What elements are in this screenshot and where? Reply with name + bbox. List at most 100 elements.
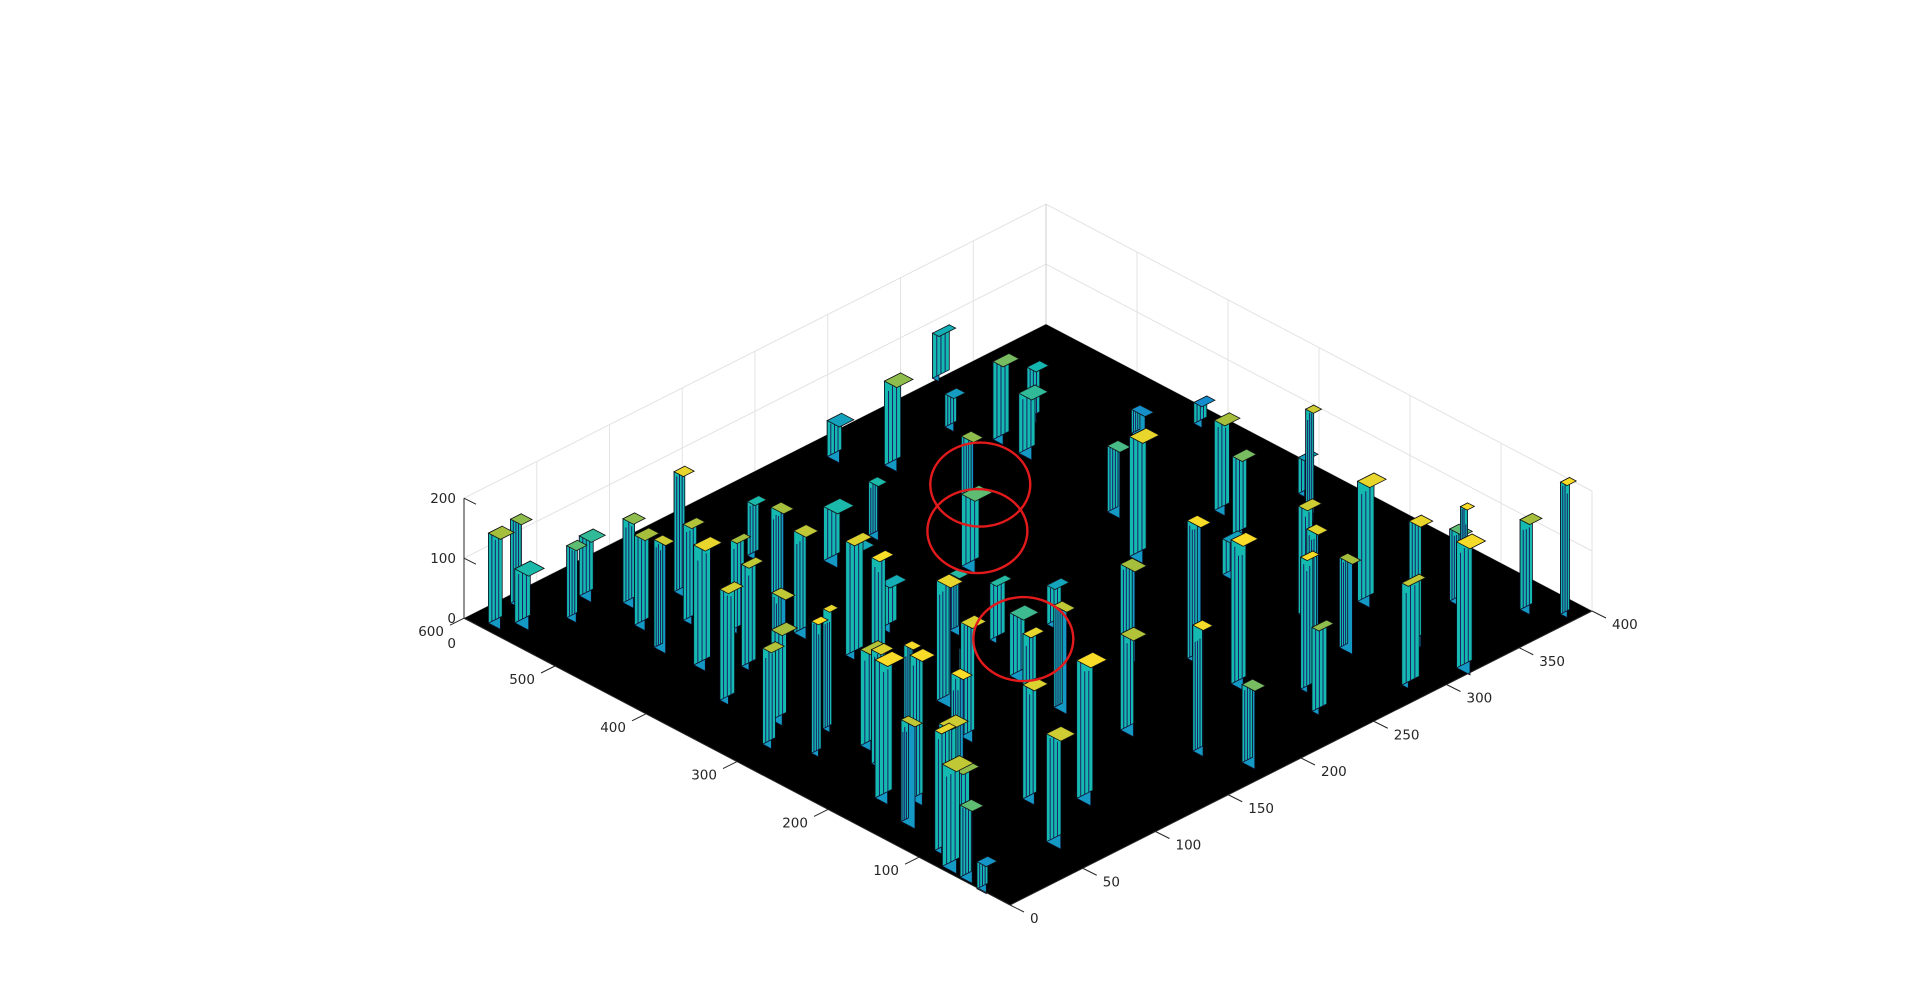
peak-top bbox=[1046, 577, 1070, 591]
surface-peak bbox=[935, 573, 964, 709]
peak-top bbox=[1400, 573, 1427, 587]
peak-top bbox=[1017, 384, 1049, 401]
peak-top bbox=[682, 517, 706, 530]
peak-top bbox=[1045, 725, 1077, 742]
surface-peak bbox=[487, 525, 516, 631]
x-tick-label: 300 bbox=[691, 768, 717, 784]
surface-peak bbox=[867, 476, 888, 542]
peak-top bbox=[509, 513, 533, 526]
z-axis-ticks: 0 100 200 bbox=[430, 491, 477, 627]
x-axis-ticks: 100 200 300 400 500 600 bbox=[418, 617, 920, 879]
y-tick-mark bbox=[1082, 867, 1097, 876]
surface-peak bbox=[1455, 533, 1487, 676]
x-tick-mark bbox=[813, 808, 829, 817]
surface-peak bbox=[822, 603, 840, 733]
surface-peak bbox=[941, 755, 975, 875]
peak-top bbox=[746, 495, 768, 507]
peak-top bbox=[770, 621, 799, 637]
surface-peak bbox=[883, 372, 914, 473]
x-tick-label: 100 bbox=[873, 863, 899, 879]
z-tick-mark bbox=[463, 557, 477, 565]
peak-top bbox=[870, 642, 895, 656]
surface-peak bbox=[976, 855, 998, 895]
y-tick-label: 0 bbox=[1030, 911, 1039, 927]
peak-top bbox=[960, 430, 984, 443]
peak-top bbox=[761, 641, 786, 654]
peak-top bbox=[1231, 448, 1258, 462]
peak-top bbox=[822, 603, 840, 613]
peak-top bbox=[903, 640, 923, 651]
x-tick-label: 400 bbox=[600, 720, 626, 736]
peak-top bbox=[992, 352, 1020, 368]
surface-peak bbox=[1052, 600, 1076, 715]
peak-top bbox=[565, 539, 588, 552]
peak-top bbox=[1021, 677, 1049, 692]
surface-peak bbox=[1519, 512, 1543, 616]
y-tick-label: 100 bbox=[1176, 838, 1202, 854]
peak-top bbox=[822, 497, 855, 515]
surface-peak bbox=[1213, 412, 1241, 517]
peak-top bbox=[792, 524, 820, 538]
surface-peak bbox=[1559, 476, 1578, 619]
y-tick-label: 150 bbox=[1248, 801, 1274, 817]
peak-top bbox=[867, 476, 888, 487]
peak-top bbox=[1459, 502, 1476, 511]
surface-mesh bbox=[487, 324, 1578, 895]
surface-peak bbox=[1075, 651, 1108, 807]
surface-peak bbox=[931, 324, 957, 383]
annotation-ellipse bbox=[926, 487, 1029, 575]
surface-peak bbox=[1192, 395, 1216, 429]
peak-top bbox=[692, 536, 723, 552]
x-tick-mark bbox=[540, 665, 556, 674]
y-tick-mark bbox=[1446, 684, 1461, 692]
axes-back-panels bbox=[463, 203, 1593, 619]
surface-peak bbox=[1130, 404, 1155, 442]
peak-top bbox=[1186, 514, 1212, 529]
y-tick-mark bbox=[1009, 904, 1025, 913]
z-tick-label: 0 bbox=[447, 611, 456, 627]
surface-peak bbox=[1231, 448, 1258, 541]
peak-top bbox=[1022, 626, 1045, 639]
annotation-ellipse bbox=[972, 595, 1075, 683]
y-tick-label: 50 bbox=[1103, 874, 1120, 890]
peak-top bbox=[1230, 532, 1259, 547]
peak-top bbox=[1130, 404, 1155, 418]
surface-peak bbox=[740, 556, 765, 671]
peak-top bbox=[1559, 477, 1578, 487]
peak-top bbox=[673, 465, 696, 478]
peak-top bbox=[935, 573, 964, 589]
surface-peak bbox=[874, 650, 906, 806]
y-tick-mark bbox=[1373, 720, 1388, 729]
peak-top bbox=[1455, 533, 1487, 550]
y-tick-mark bbox=[1300, 757, 1316, 766]
peak-top bbox=[1075, 651, 1108, 669]
peak-top bbox=[976, 855, 998, 868]
peak-top bbox=[883, 372, 914, 389]
surface-peak bbox=[900, 715, 924, 830]
surface-peak bbox=[746, 495, 768, 561]
peak-top bbox=[870, 549, 895, 563]
peak-top bbox=[1408, 514, 1434, 528]
surface-peak bbox=[1191, 619, 1214, 758]
peak-top bbox=[909, 648, 936, 662]
peak-top bbox=[1119, 557, 1148, 573]
peak-top bbox=[1305, 523, 1329, 536]
surface-peak bbox=[1299, 550, 1321, 694]
surface-peak bbox=[673, 465, 696, 598]
z-tick-label: 100 bbox=[430, 551, 456, 567]
surface-peak bbox=[692, 535, 723, 672]
surface-peak bbox=[1230, 531, 1259, 691]
peak-top bbox=[1191, 619, 1214, 631]
peak-top bbox=[1008, 604, 1040, 621]
z-tick-mark bbox=[463, 617, 477, 625]
surface-peak bbox=[1241, 678, 1267, 770]
surface-peak bbox=[719, 581, 744, 706]
surface-peak bbox=[682, 516, 706, 626]
y-tick-label: 200 bbox=[1321, 764, 1347, 780]
peak-top bbox=[959, 798, 985, 812]
surface-peak bbox=[959, 798, 985, 885]
surface-peak bbox=[1119, 626, 1148, 738]
y-tick-label: 400 bbox=[1612, 617, 1638, 633]
x-tick-label: 200 bbox=[782, 815, 808, 831]
